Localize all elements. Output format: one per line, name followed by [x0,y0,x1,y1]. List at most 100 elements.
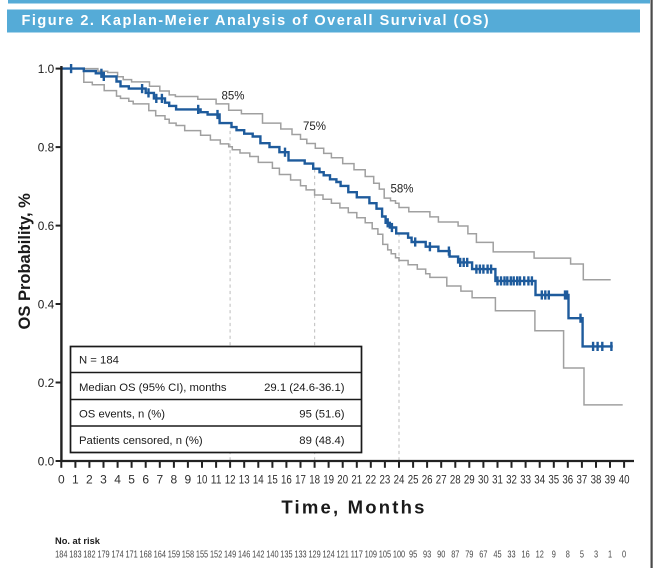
svg-text:1: 1 [608,548,612,560]
svg-text:140: 140 [266,548,278,560]
svg-text:0: 0 [622,548,626,560]
svg-text:171: 171 [125,548,137,560]
svg-text:29.1 (24.6-36.1): 29.1 (24.6-36.1) [264,382,345,394]
svg-text:26: 26 [422,472,433,486]
svg-text:33: 33 [507,548,515,560]
svg-text:39: 39 [605,472,616,486]
svg-text:184: 184 [55,548,67,560]
svg-text:129: 129 [308,548,320,560]
svg-text:24: 24 [394,472,405,486]
svg-text:14: 14 [253,472,264,486]
svg-text:179: 179 [97,548,109,560]
svg-text:149: 149 [224,548,236,560]
svg-text:37: 37 [577,472,588,486]
svg-text:19: 19 [323,472,334,486]
svg-text:32: 32 [506,472,517,486]
svg-text:34: 34 [534,472,545,486]
svg-text:105: 105 [379,548,391,560]
svg-text:0.2: 0.2 [38,376,54,390]
svg-text:89 (48.4): 89 (48.4) [299,435,344,447]
svg-text:27: 27 [436,472,447,486]
svg-text:183: 183 [69,548,81,560]
svg-text:Median OS (95% CI), months: Median OS (95% CI), months [79,382,227,394]
svg-text:Patients censored, n (%): Patients censored, n (%) [79,435,203,447]
svg-text:30: 30 [478,472,489,486]
svg-text:0.8: 0.8 [38,141,55,155]
svg-text:159: 159 [168,548,180,560]
svg-text:12: 12 [225,472,236,486]
svg-text:10: 10 [197,472,208,486]
svg-text:95: 95 [409,548,417,560]
svg-text:164: 164 [154,548,166,560]
svg-text:152: 152 [210,548,222,560]
svg-text:31: 31 [492,472,503,486]
svg-text:25: 25 [408,472,419,486]
svg-text:23: 23 [380,472,391,486]
svg-text:12: 12 [536,548,544,560]
svg-text:29: 29 [464,472,475,486]
svg-text:58%: 58% [390,184,413,196]
svg-text:93: 93 [423,548,431,560]
svg-text:117: 117 [351,548,363,560]
svg-text:35: 35 [548,472,559,486]
svg-text:OS events, n (%): OS events, n (%) [79,409,165,421]
svg-text:33: 33 [520,472,531,486]
svg-text:5: 5 [580,548,584,560]
svg-text:15: 15 [267,472,278,486]
svg-text:36: 36 [562,472,573,486]
svg-text:22: 22 [365,472,376,486]
svg-text:0.0: 0.0 [38,455,55,469]
svg-text:0.4: 0.4 [38,298,55,312]
svg-text:168: 168 [140,548,152,560]
svg-text:155: 155 [196,548,208,560]
svg-text:142: 142 [252,548,264,560]
svg-text:8: 8 [566,548,570,560]
svg-text:90: 90 [437,548,445,560]
svg-text:3: 3 [594,548,598,560]
svg-text:20: 20 [337,472,348,486]
svg-text:16: 16 [522,548,530,560]
svg-text:5: 5 [128,472,135,486]
svg-text:16: 16 [281,472,292,486]
svg-text:8: 8 [171,472,178,486]
svg-text:182: 182 [83,548,95,560]
svg-text:7: 7 [156,472,163,486]
svg-text:100: 100 [393,548,405,560]
svg-text:9: 9 [185,472,192,486]
svg-text:135: 135 [280,548,292,560]
svg-text:17: 17 [295,472,306,486]
svg-text:No. at risk: No. at risk [55,536,101,546]
svg-text:Time, Months: Time, Months [281,496,426,517]
svg-text:9: 9 [552,548,556,560]
svg-text:158: 158 [182,548,194,560]
svg-text:Figure 2. Kaplan-Meier Analysi: Figure 2. Kaplan-Meier Analysis of Overa… [22,13,491,29]
svg-text:174: 174 [111,548,123,560]
svg-text:11: 11 [211,472,222,486]
svg-text:13: 13 [239,472,250,486]
svg-text:146: 146 [238,548,250,560]
svg-text:28: 28 [450,472,461,486]
svg-text:1.0: 1.0 [38,62,55,76]
svg-text:75%: 75% [303,121,326,133]
svg-text:0: 0 [58,472,65,486]
svg-text:79: 79 [465,548,473,560]
svg-text:40: 40 [619,472,630,486]
svg-text:0.6: 0.6 [38,219,55,233]
svg-text:6: 6 [142,472,149,486]
svg-text:87: 87 [451,548,459,560]
svg-text:18: 18 [309,472,320,486]
svg-text:OS Probability, %: OS Probability, % [16,193,34,330]
svg-text:2: 2 [86,472,93,486]
svg-text:85%: 85% [221,91,244,103]
svg-text:N = 184: N = 184 [79,354,119,366]
svg-text:1: 1 [72,472,79,486]
svg-text:67: 67 [479,548,487,560]
svg-text:3: 3 [100,472,107,486]
svg-text:38: 38 [591,472,602,486]
svg-text:133: 133 [294,548,306,560]
svg-text:121: 121 [337,548,349,560]
svg-text:45: 45 [493,548,501,560]
svg-text:4: 4 [114,472,121,486]
svg-text:21: 21 [351,472,362,486]
svg-text:95 (51.6): 95 (51.6) [299,409,344,421]
